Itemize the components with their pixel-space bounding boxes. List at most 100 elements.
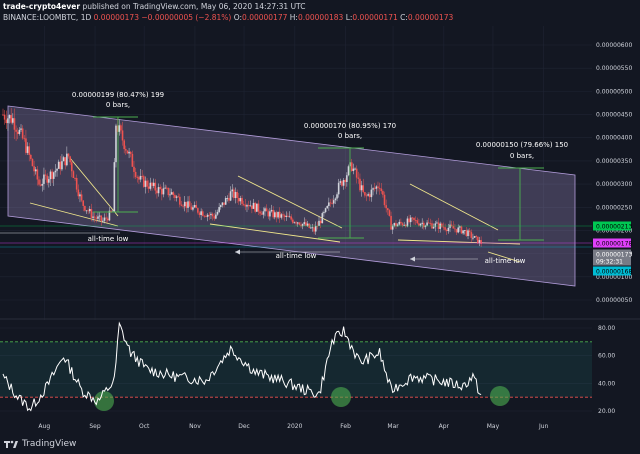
candle-body <box>319 220 322 224</box>
candle-body <box>30 154 32 159</box>
candle-body <box>357 177 360 179</box>
candle-body <box>236 192 238 198</box>
measure-bars-1: 0 bars, <box>106 101 130 109</box>
candle-body <box>346 175 348 182</box>
time-tick-label: Jun <box>538 423 549 430</box>
candle-body <box>354 168 356 170</box>
candle-body <box>442 226 445 228</box>
candle-body <box>264 208 266 212</box>
candle-body <box>418 223 420 226</box>
candle-body <box>2 114 4 116</box>
candle-body <box>88 208 91 212</box>
candle-body <box>136 177 139 178</box>
publisher-name[interactable]: trade-crypto4ever <box>3 2 81 11</box>
price-tick-label: 0.00000100 <box>596 274 632 281</box>
candle-body <box>296 222 299 224</box>
candle-body <box>311 227 314 229</box>
candle-body <box>203 215 206 217</box>
candle-body <box>339 181 342 183</box>
candle-body <box>269 211 271 217</box>
falling-wedges[interactable] <box>29 157 521 263</box>
annotation-labels[interactable]: 0.00000199 (80.47%) 199 0 bars, 0.000001… <box>72 91 568 265</box>
candle-body <box>310 227 312 229</box>
candle-body <box>70 162 73 172</box>
candle-body <box>318 220 320 226</box>
price-tick-label: 0.00000200 <box>596 227 632 234</box>
candle-body <box>100 215 103 221</box>
candle-body <box>308 223 310 228</box>
candle-body <box>241 198 243 204</box>
measure-label-3[interactable]: 0.00000150 (79.66%) 150 <box>476 141 568 149</box>
published-text: published on TradingView.com, May 06, 20… <box>82 2 306 11</box>
candle-body <box>210 213 212 216</box>
time-tick-label: Dec <box>238 423 250 430</box>
candle-body <box>218 207 220 212</box>
candle-body <box>388 210 391 216</box>
oversold-highlights <box>94 386 510 411</box>
measure-label-1[interactable]: 0.00000199 (80.47%) 199 <box>72 91 164 99</box>
candle-body <box>5 119 8 124</box>
horizontal-levels[interactable] <box>0 225 592 262</box>
candle-body <box>206 214 209 217</box>
candle-body <box>92 216 94 218</box>
candle-body <box>128 151 130 154</box>
candle-body <box>436 222 438 224</box>
close-label: C: <box>400 13 408 22</box>
candle-body <box>260 213 263 215</box>
time-tick-label: Oct <box>139 423 150 430</box>
candle-body <box>372 188 374 190</box>
measure-tools[interactable] <box>93 116 544 241</box>
candle-body <box>64 157 67 166</box>
candle-body <box>280 214 283 218</box>
candle-body <box>151 182 153 186</box>
all-time-low-label-2[interactable]: all-time low <box>276 252 317 260</box>
candle-body <box>262 211 265 215</box>
price-chart[interactable]: 0.00000199 (80.47%) 199 0 bars, 0.000001… <box>0 0 640 437</box>
candle-body <box>341 181 343 186</box>
candle-body <box>336 194 338 199</box>
candle-body <box>182 205 184 207</box>
price-pane[interactable]: 0.00000199 (80.47%) 199 0 bars, 0.000001… <box>0 26 592 417</box>
price-grid <box>0 26 592 417</box>
candle-body <box>215 214 217 219</box>
price-tick-label: 0.00000600 <box>596 42 632 49</box>
candle-body <box>385 205 387 209</box>
rsi-line <box>2 321 482 412</box>
time-axis[interactable]: Aug Sep Oct Nov Dec 2020 Feb Mar Apr May Jun <box>38 423 548 430</box>
price-axis[interactable]: 0.00000600 0.00000550 0.00000500 0.00000450… <box>592 26 640 318</box>
candle-body <box>405 224 407 227</box>
candle-body <box>421 222 423 224</box>
candle-body <box>395 223 397 227</box>
candle-body <box>314 225 317 232</box>
candle-body <box>121 130 124 141</box>
candle-body <box>244 204 247 207</box>
tradingview-footer[interactable]: TradingView <box>4 437 76 451</box>
candle-body <box>159 187 161 189</box>
candle-body <box>190 206 193 210</box>
rsi-grid <box>0 327 592 412</box>
candle-body <box>226 198 229 199</box>
candle-body <box>129 151 132 154</box>
candle-body <box>393 223 396 226</box>
candle-body <box>352 168 355 171</box>
candle-body <box>141 175 143 177</box>
price-tick-label: 0.00000250 <box>596 204 632 211</box>
all-time-low-label-3[interactable]: all-time low <box>485 257 526 265</box>
candle-body <box>332 200 335 204</box>
candle-body <box>120 125 122 131</box>
candle-body <box>468 230 471 233</box>
candle-body <box>441 223 443 227</box>
candle-body <box>234 192 237 198</box>
rsi-pane[interactable] <box>0 320 592 417</box>
measure-label-2[interactable]: 0.00000170 (80.95%) 170 <box>304 122 396 130</box>
candle-body <box>382 191 384 195</box>
candle-body <box>237 197 240 202</box>
candle-body <box>457 227 460 233</box>
candle-body <box>391 225 394 230</box>
candle-body <box>179 196 181 205</box>
candle-body <box>175 196 178 198</box>
candle-body <box>126 150 129 154</box>
all-time-low-label-1[interactable]: all-time low <box>88 235 129 243</box>
candle-body <box>162 188 165 195</box>
candle-body <box>72 171 75 179</box>
